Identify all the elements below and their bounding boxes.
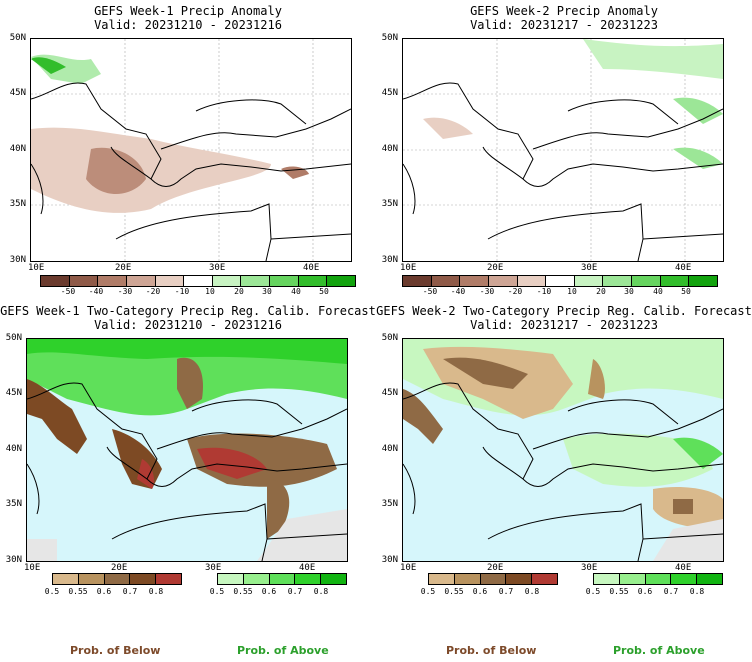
colorbar-swatch — [689, 276, 718, 286]
panel-title: GEFS Week-2 Precip Anomaly — [470, 4, 658, 18]
below-colorbar — [428, 573, 558, 585]
legend-below-label: Prob. of Below — [70, 644, 161, 657]
colorbar-swatch — [241, 276, 271, 286]
colorbar-swatch — [431, 276, 461, 286]
colorbar-swatch — [41, 276, 70, 286]
colorbar-swatch — [321, 574, 346, 584]
colorbar-swatch — [218, 574, 244, 584]
colorbar-swatch — [155, 276, 185, 286]
colorbar-swatch — [506, 574, 533, 584]
colorbar-swatch — [403, 276, 432, 286]
colorbar-swatch — [429, 574, 455, 584]
legend-above-label: Prob. of Above — [613, 644, 705, 657]
colorbar-swatch — [270, 276, 299, 286]
legend-above-label: Prob. of Above — [237, 644, 329, 657]
panel-valid-dates: Valid: 20231210 - 20231216 — [94, 318, 282, 332]
below-colorbar — [52, 573, 182, 585]
anomaly-map-week1 — [30, 38, 352, 262]
colorbar-swatch — [517, 276, 547, 286]
colorbar-swatch — [295, 574, 322, 584]
colorbar-swatch — [130, 574, 157, 584]
colorbar-swatch — [104, 574, 131, 584]
colorbar-swatch — [53, 574, 79, 584]
colorbar-swatch — [460, 276, 489, 286]
colorbar-swatch — [298, 276, 328, 286]
colorbar-swatch — [184, 276, 213, 286]
colorbar-swatch — [98, 276, 127, 286]
colorbar-swatch — [269, 574, 296, 584]
colorbar-swatch — [69, 276, 99, 286]
panel-valid-dates: Valid: 20231217 - 20231223 — [470, 318, 658, 332]
colorbar-swatch — [671, 574, 698, 584]
colorbar-swatch — [632, 276, 661, 286]
panel-valid-dates: Valid: 20231210 - 20231216 — [94, 18, 282, 32]
colorbar-swatch — [488, 276, 518, 286]
colorbar-swatch — [645, 574, 672, 584]
colorbar-swatch — [697, 574, 722, 584]
colorbar-swatch — [212, 276, 242, 286]
anomaly-colorbar — [40, 275, 356, 287]
panel-title: GEFS Week-2 Two-Category Precip Reg. Cal… — [376, 304, 752, 318]
colorbar-swatch — [126, 276, 156, 286]
panel-valid-dates: Valid: 20231217 - 20231223 — [470, 18, 658, 32]
colorbar-swatch — [327, 276, 356, 286]
colorbar-swatch — [594, 574, 620, 584]
colorbar-swatch — [454, 574, 481, 584]
colorbar-swatch — [156, 574, 181, 584]
probability-map-week1 — [26, 338, 348, 562]
anomaly-map-week2 — [402, 38, 724, 262]
colorbar-swatch — [546, 276, 575, 286]
panel-title: GEFS Week-1 Two-Category Precip Reg. Cal… — [0, 304, 376, 318]
colorbar-swatch — [574, 276, 604, 286]
above-colorbar — [593, 573, 723, 585]
anomaly-colorbar — [402, 275, 718, 287]
colorbar-swatch — [78, 574, 105, 584]
panel-title: GEFS Week-1 Precip Anomaly — [94, 4, 282, 18]
colorbar-swatch — [603, 276, 633, 286]
colorbar-swatch — [480, 574, 507, 584]
above-colorbar — [217, 573, 347, 585]
legend-below-label: Prob. of Below — [446, 644, 537, 657]
colorbar-swatch — [660, 276, 690, 286]
probability-map-week2 — [402, 338, 724, 562]
colorbar-swatch — [532, 574, 557, 584]
colorbar-swatch — [243, 574, 270, 584]
colorbar-swatch — [619, 574, 646, 584]
